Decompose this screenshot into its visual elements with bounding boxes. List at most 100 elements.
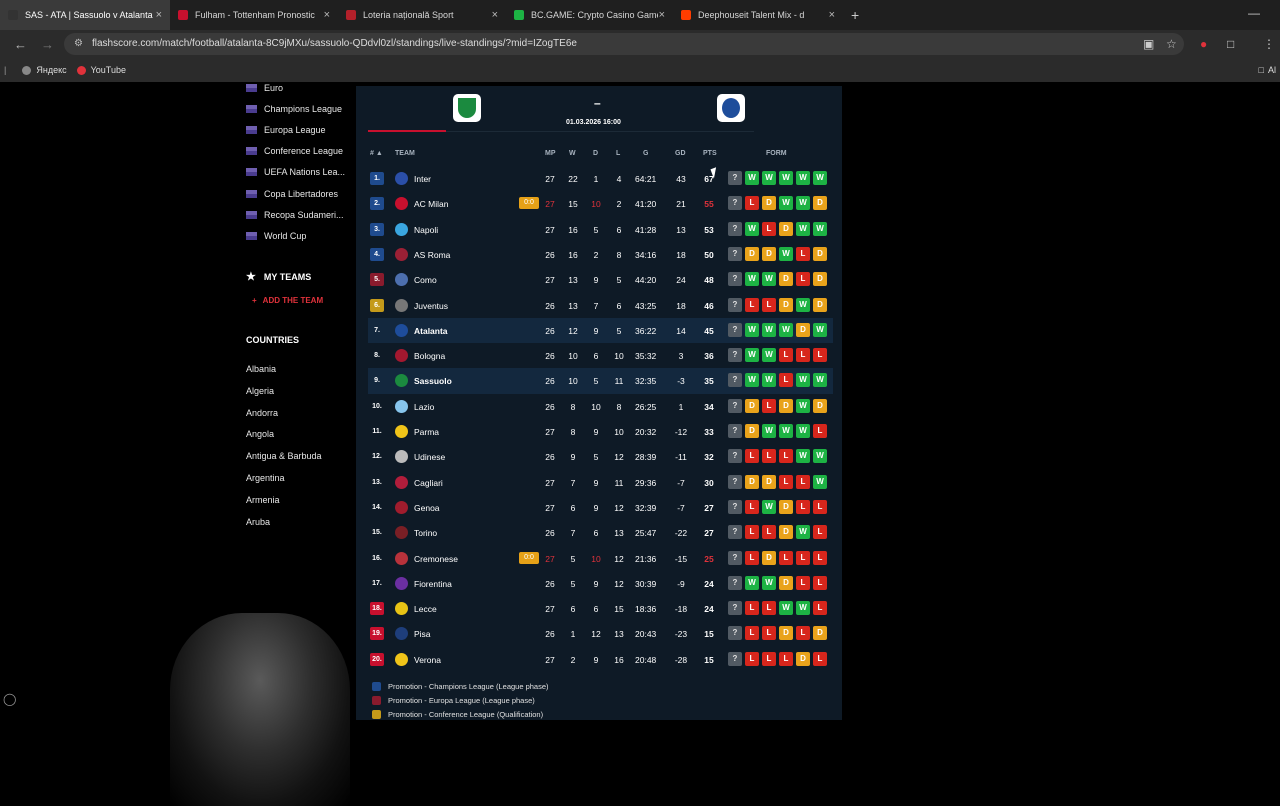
form-badge[interactable]: D <box>813 297 827 312</box>
sidebar-competition[interactable]: World Cup <box>246 225 345 246</box>
form-badge[interactable]: D <box>745 246 759 261</box>
g-header[interactable]: G <box>643 150 649 157</box>
form-badge[interactable]: L <box>762 449 776 464</box>
close-tab-icon[interactable]: × <box>155 9 162 21</box>
form-badge[interactable]: W <box>813 171 827 185</box>
form-badge[interactable]: W <box>762 272 776 287</box>
form-badge[interactable]: L <box>796 474 810 489</box>
form-badge[interactable]: W <box>796 449 810 464</box>
forward-icon[interactable]: → <box>41 36 54 52</box>
close-tab-icon[interactable]: × <box>828 9 835 21</box>
table-row[interactable]: 5. Como 27 13 9 5 24 48 44:20? W W D L D <box>368 267 833 292</box>
form-badge[interactable]: W <box>745 373 759 388</box>
form-badge[interactable]: L <box>762 221 776 236</box>
form-badge[interactable]: W <box>813 373 827 388</box>
form-badge[interactable]: D <box>796 322 810 337</box>
sidebar-competition[interactable]: Conference League <box>246 141 345 162</box>
form-badge[interactable]: D <box>779 398 793 413</box>
table-row[interactable]: 17. Fiorentina 26 5 9 12 -9 24 30:39? W W D L L <box>368 571 833 596</box>
form-badge[interactable]: L <box>762 297 776 312</box>
form-badge[interactable]: D <box>779 626 793 641</box>
table-row[interactable]: 10. Lazio 26 8 10 8 1 34 26:25? D L D W D <box>368 394 833 419</box>
form-badge[interactable]: L <box>796 499 810 514</box>
back-icon[interactable]: ← <box>14 36 27 52</box>
country-item[interactable]: Algeria <box>246 385 275 396</box>
country-item[interactable]: Argentina <box>246 473 285 483</box>
form-badge[interactable]: ? <box>728 601 742 616</box>
form-badge[interactable]: L <box>762 398 776 413</box>
team-name[interactable]: Lecce <box>414 604 437 615</box>
form-badge[interactable]: L <box>779 449 793 464</box>
form-badge[interactable]: L <box>813 550 827 565</box>
table-row[interactable]: 8. Bologna 26 10 6 10 3 36 35:32? W W L L L <box>368 343 833 368</box>
table-row[interactable]: 3. Napoli 27 16 5 6 13 53 41:28? W L D W W <box>368 217 833 242</box>
country-item[interactable]: Albania <box>246 364 277 374</box>
form-badge[interactable]: ? <box>728 550 742 565</box>
team-name[interactable]: Parma <box>414 427 440 437</box>
form-badge[interactable]: D <box>779 575 793 590</box>
team-name[interactable]: Cremonese <box>414 553 458 564</box>
mp-header[interactable]: MP <box>545 150 556 157</box>
browser-tab[interactable]: Deephouseit Talent Mix - d × <box>673 0 843 30</box>
form-badge[interactable]: L <box>796 575 810 590</box>
form-badge[interactable]: D <box>813 196 827 211</box>
form-badge[interactable]: ? <box>728 398 742 413</box>
form-badge[interactable]: L <box>796 348 810 363</box>
bookmark-yandex[interactable]: Яндекс <box>22 65 67 75</box>
browser-tab[interactable]: Loteria națională Sport × <box>338 0 506 30</box>
form-badge[interactable]: L <box>745 525 759 540</box>
new-tab-icon[interactable]: + <box>851 7 860 23</box>
form-badge[interactable]: ? <box>728 626 742 641</box>
extensions-puzzle-icon[interactable]: □ <box>1227 37 1235 51</box>
form-badge[interactable]: ? <box>728 221 742 236</box>
form-badge[interactable]: ? <box>728 272 742 287</box>
form-badge[interactable]: ? <box>728 525 742 540</box>
team-name[interactable]: Torino <box>414 528 438 539</box>
form-badge[interactable]: W <box>745 272 759 287</box>
table-row[interactable]: 6. Juventus 26 13 7 6 18 46 43:25? L L D W D <box>368 293 833 318</box>
pts-header[interactable]: PTS <box>703 150 717 157</box>
form-badge[interactable]: L <box>745 651 759 666</box>
form-badge[interactable]: W <box>796 221 810 236</box>
team-name[interactable]: Lazio <box>414 401 435 412</box>
form-badge[interactable]: W <box>745 575 759 590</box>
table-row[interactable]: 19. Pisa 26 1 12 13 -23 15 20:43? L L D L D <box>368 621 833 646</box>
browser-tab[interactable]: Fulham - Tottenham Pronostic × <box>170 0 338 30</box>
form-badge[interactable]: W <box>745 171 759 185</box>
extension-icon[interactable]: ● <box>1200 37 1208 51</box>
table-row[interactable]: 4. AS Roma 26 16 2 8 18 50 34:16? D D W L D <box>368 242 833 267</box>
form-badge[interactable]: W <box>762 499 776 514</box>
team-name[interactable]: AC Milan <box>414 199 449 210</box>
form-badge[interactable]: D <box>779 525 793 540</box>
form-badge[interactable]: D <box>762 550 776 565</box>
team-name[interactable]: Juventus <box>414 300 449 311</box>
form-badge[interactable]: W <box>762 171 776 185</box>
table-row[interactable]: 2. AC Milan 0:0 27 15 10 2 21 55 41:20? L D W W D <box>368 191 833 216</box>
form-badge[interactable]: L <box>796 550 810 565</box>
form-badge[interactable]: D <box>813 246 827 261</box>
country-item[interactable]: Armenia <box>246 494 280 505</box>
form-badge[interactable]: L <box>813 651 827 666</box>
team-name[interactable]: Atalanta <box>414 325 448 336</box>
form-badge[interactable]: L <box>745 601 759 616</box>
form-badge[interactable]: W <box>779 171 793 185</box>
apps-icon[interactable]: | <box>4 65 7 75</box>
form-badge[interactable]: L <box>779 373 793 388</box>
form-badge[interactable]: W <box>762 373 776 388</box>
form-badge[interactable]: D <box>779 272 793 287</box>
form-badge[interactable]: D <box>779 297 793 312</box>
table-row[interactable]: 20. Verona 27 2 9 16 -28 15 20:48? L L L D L <box>368 647 833 672</box>
form-badge[interactable]: L <box>762 651 776 666</box>
country-item[interactable]: Andorra <box>246 407 279 418</box>
form-badge[interactable]: L <box>813 499 827 514</box>
form-badge[interactable]: ? <box>728 499 742 514</box>
w-header[interactable]: W <box>569 150 576 157</box>
close-tab-icon[interactable]: × <box>323 9 330 21</box>
team-name[interactable]: Pisa <box>414 629 431 640</box>
url-field[interactable]: ⚙ flashscore.com/match/football/atalanta… <box>64 33 1184 55</box>
form-badge[interactable]: D <box>779 499 793 514</box>
bookmark-youtube[interactable]: YouTube <box>76 65 126 75</box>
form-badge[interactable]: W <box>779 424 793 438</box>
country-item[interactable]: Angola <box>246 429 275 440</box>
form-badge[interactable]: L <box>813 601 827 616</box>
